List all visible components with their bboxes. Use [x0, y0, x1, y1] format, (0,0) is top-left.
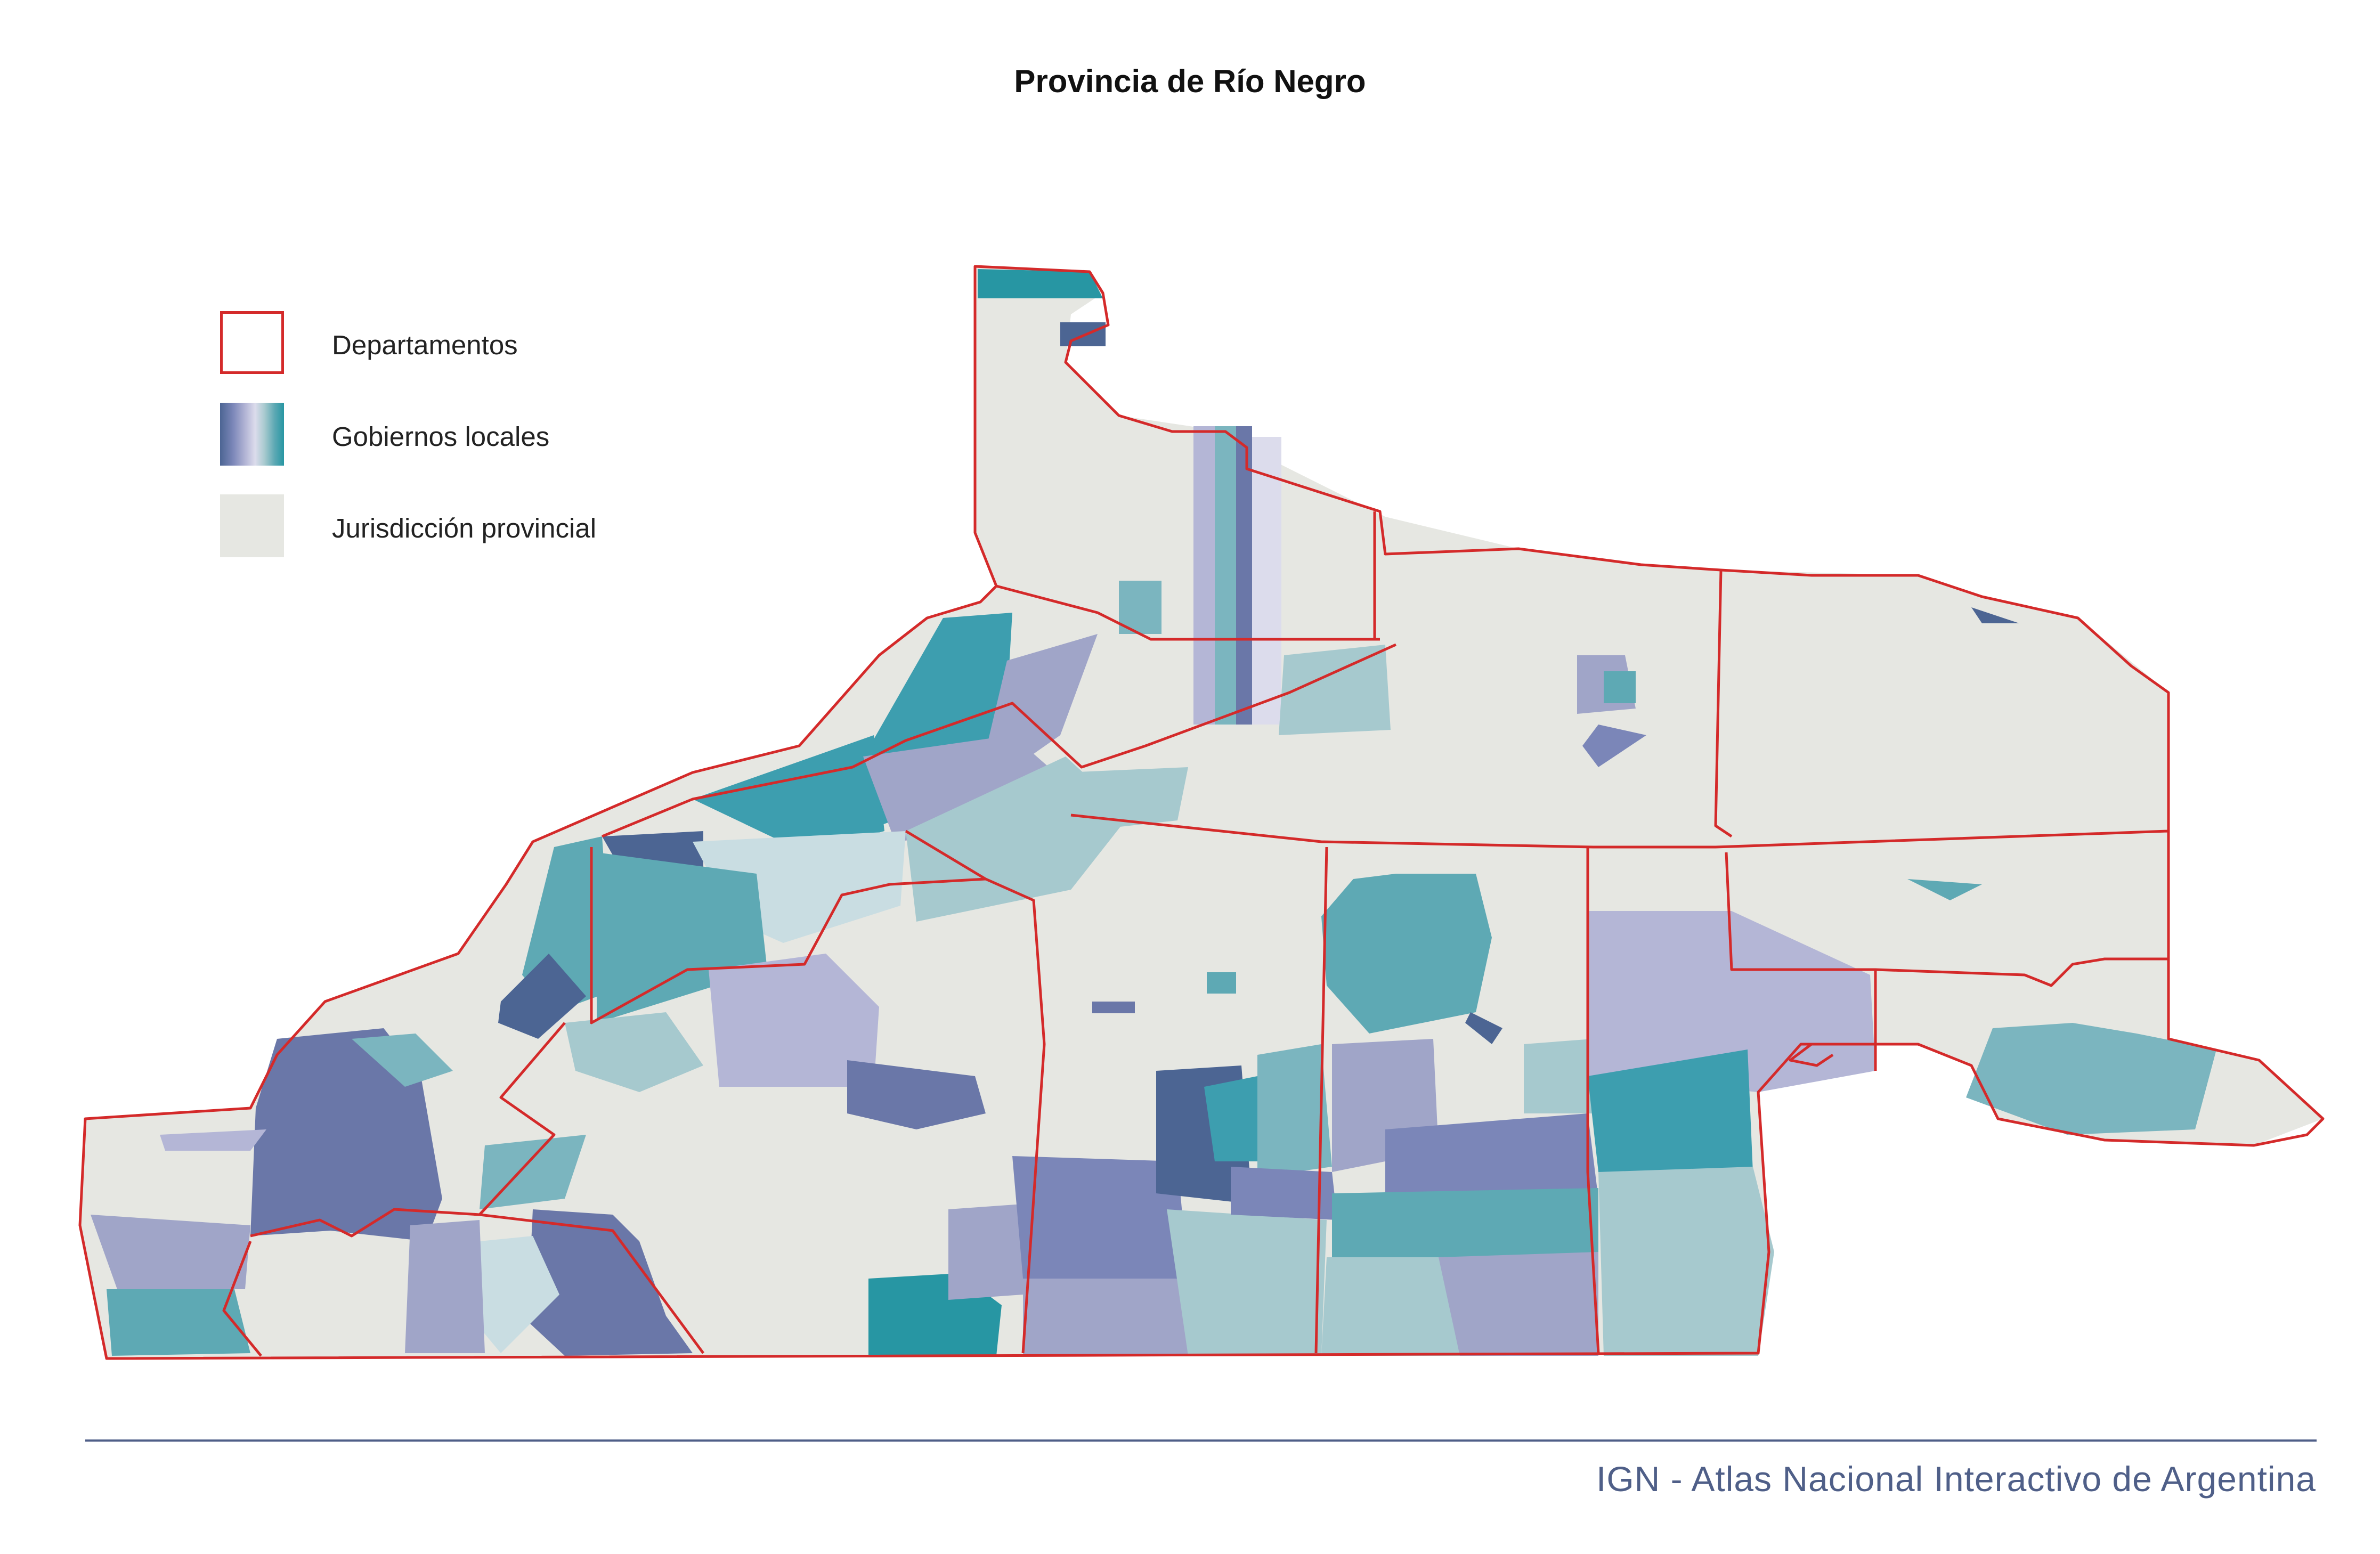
local-government [1439, 1252, 1598, 1356]
department-border [1875, 957, 2168, 987]
local-government [1236, 426, 1252, 725]
map-title: Provincia de Río Negro [1014, 63, 1366, 99]
local-government [847, 1060, 986, 1129]
department-border [1070, 813, 2169, 849]
local-government [1023, 1279, 1193, 1356]
province-outline [78, 265, 2325, 1360]
local-government [1204, 1076, 1257, 1161]
local-government [498, 954, 586, 1039]
local-government [693, 735, 884, 852]
department-border [996, 584, 1380, 641]
local-government [1215, 426, 1236, 725]
local-government [160, 1129, 266, 1151]
local-government [1524, 1039, 1593, 1113]
local-government [565, 1012, 703, 1092]
local-government [1060, 322, 1106, 346]
provincial-fill-swatch [220, 494, 284, 557]
local-government [91, 1215, 250, 1289]
local-government [1598, 1167, 1774, 1356]
department-border [590, 847, 1046, 1354]
local-government [250, 1028, 442, 1241]
local-government-gradient-swatch [220, 403, 284, 466]
department-border [1714, 569, 1733, 838]
department-border [1789, 1043, 1834, 1067]
local-government [1066, 767, 1188, 831]
local-government [709, 954, 879, 1087]
footer-divider [85, 1439, 2317, 1442]
local-government [1966, 1023, 2216, 1135]
local-government [1012, 1156, 1188, 1279]
local-government [1332, 1188, 1598, 1268]
department-border [478, 1022, 566, 1216]
local-government [1207, 972, 1236, 994]
department-border [222, 1241, 262, 1357]
local-government [1385, 1113, 1598, 1199]
local-government [1092, 1002, 1135, 1013]
local-government [1279, 645, 1391, 735]
local-government [1231, 1167, 1337, 1220]
department-boundaries [78, 265, 2325, 1360]
local-government [978, 269, 1103, 298]
local-government [1193, 426, 1215, 725]
local-government [480, 1135, 586, 1209]
local-government [1588, 911, 1875, 1092]
legend-label: Gobiernos locales [332, 421, 550, 452]
department-border [250, 1208, 705, 1354]
department-outline-swatch [220, 311, 284, 374]
department-border [1586, 847, 1600, 1354]
local-government [1252, 437, 1281, 725]
department-border [1725, 852, 1877, 1071]
local-government [107, 1289, 250, 1356]
local-government [1321, 874, 1492, 1034]
local-government [1465, 1012, 1502, 1044]
local-government [1907, 879, 1982, 900]
local-government [1588, 1049, 1753, 1172]
local-governments [91, 269, 2216, 1356]
local-government [405, 1220, 485, 1353]
local-government [1257, 1044, 1332, 1177]
legend-label: Jurisdicción provincial [332, 513, 597, 543]
local-government [1971, 607, 2019, 623]
source-credit: IGN - Atlas Nacional Interactivo de Arge… [1596, 1459, 2316, 1499]
local-government [1321, 1257, 1471, 1356]
department-border [1314, 847, 1328, 1354]
local-government [1119, 581, 1161, 634]
local-government [352, 1034, 453, 1087]
local-government [948, 1204, 1023, 1300]
local-government [474, 1236, 559, 1353]
local-government [527, 1209, 693, 1356]
department-border [602, 643, 1397, 838]
local-government [1167, 1209, 1327, 1356]
legend-label: Departamentos [332, 330, 518, 360]
department-border [905, 829, 987, 881]
local-government [1604, 671, 1636, 703]
local-government [1582, 725, 1646, 767]
